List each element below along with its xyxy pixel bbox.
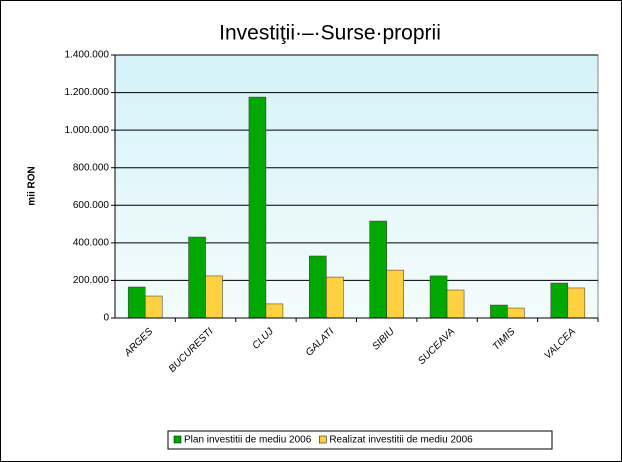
- bar: [188, 236, 206, 319]
- y-tick-label: 0: [103, 313, 109, 324]
- y-tick-label: 600.000: [73, 200, 110, 211]
- y-tick-label: 1.200.000: [65, 87, 110, 98]
- bar: [326, 276, 344, 319]
- y-tick-label: 800.000: [73, 162, 110, 173]
- bar: [429, 275, 448, 319]
- y-axis-label: mii RON: [27, 166, 38, 205]
- y-tick-label: 1.000.000: [65, 125, 110, 136]
- bar: [144, 295, 163, 319]
- bar: [550, 282, 569, 319]
- y-tick-label: 1.400.000: [65, 50, 110, 61]
- legend-box: [167, 430, 553, 450]
- bar: [490, 304, 508, 319]
- chart-title: Investiţii·–·Surse·proprii: [219, 22, 441, 45]
- bar: [265, 303, 284, 319]
- y-tick-label: 200.000: [73, 275, 110, 286]
- legend-label: Realizat investitii de mediu 2006: [329, 435, 473, 446]
- bar: [386, 269, 404, 319]
- y-tick-label: 400.000: [73, 237, 110, 248]
- bar: [567, 287, 586, 319]
- bar: [205, 275, 223, 319]
- bar: [369, 220, 387, 319]
- bar: [248, 96, 267, 319]
- bar: [507, 307, 525, 319]
- bar: [309, 255, 327, 319]
- legend-swatch: [319, 435, 327, 444]
- plot-area: [114, 54, 599, 319]
- legend-label: Plan investitii de mediu 2006: [184, 435, 312, 446]
- bar: [127, 286, 146, 319]
- bar: [446, 289, 465, 319]
- legend-swatch: [173, 435, 182, 444]
